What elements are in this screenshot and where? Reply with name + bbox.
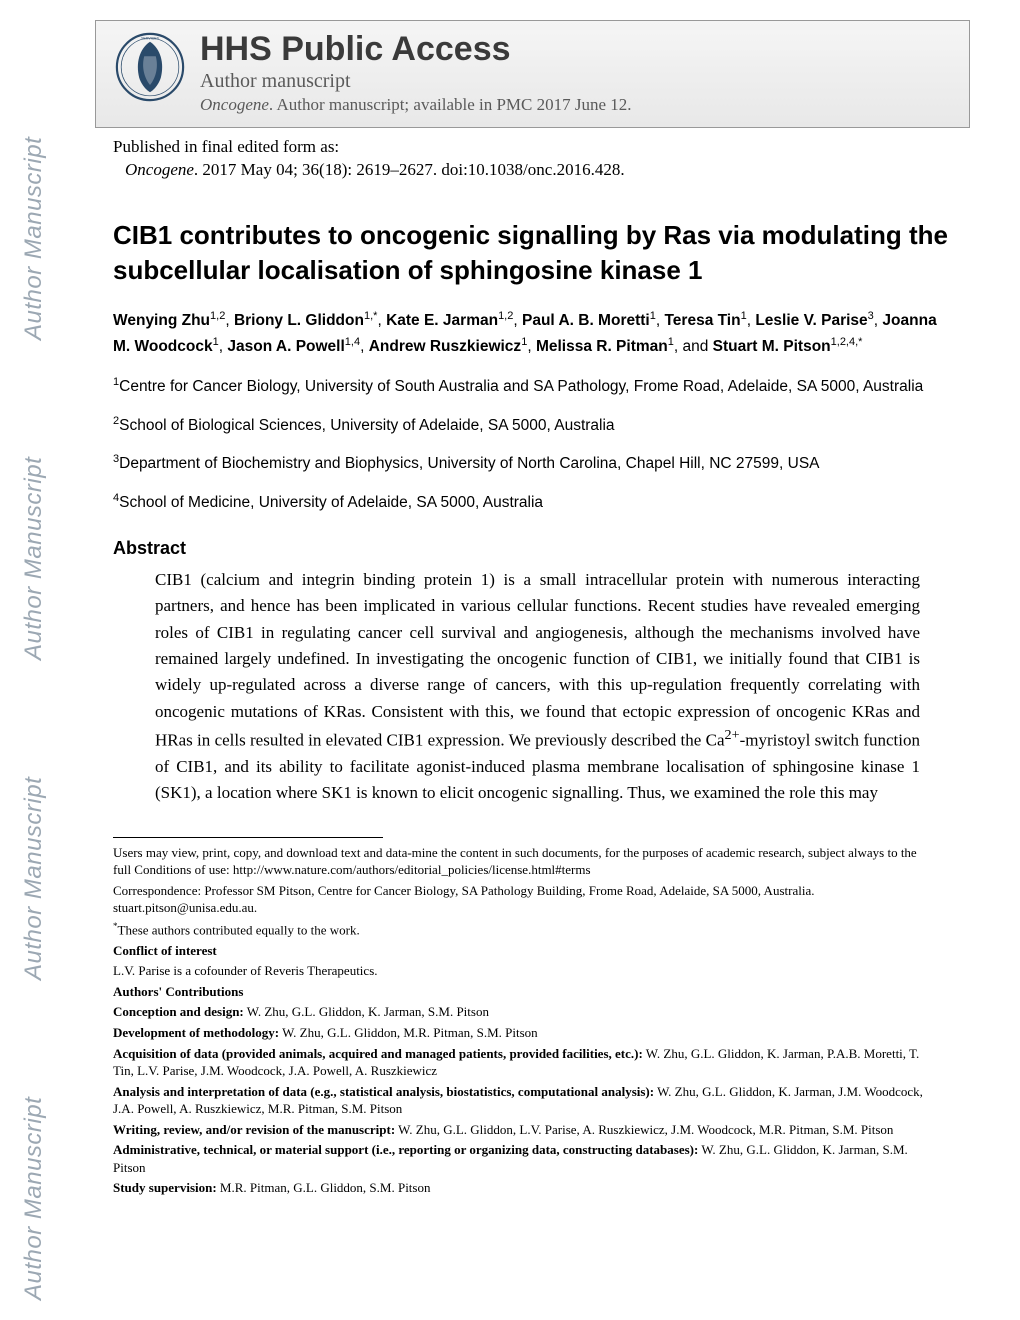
author-list: Wenying Zhu1,2, Briony L. Gliddon1,*, Ka… xyxy=(113,308,952,360)
published-label: Published in final edited form as: xyxy=(113,136,970,159)
author-affil-sup: 1 xyxy=(521,336,527,348)
affiliation-number: 3 xyxy=(113,453,119,465)
affiliation-number: 1 xyxy=(113,376,119,388)
banner-subtitle: Author manuscript xyxy=(200,70,951,93)
author-name: Teresa Tin xyxy=(664,313,740,330)
author-affil-sup: 1,4 xyxy=(345,336,360,348)
citation-rest: . 2017 May 04; 36(18): 2619–2627. doi:10… xyxy=(194,160,625,179)
contribution-label: Conception and design: xyxy=(113,1004,244,1019)
author-affil-sup: 1,2,4,* xyxy=(831,336,863,348)
footnote-equal: *These authors contributed equally to th… xyxy=(113,920,930,939)
banner-journal-line: Oncogene. Author manuscript; available i… xyxy=(200,95,951,115)
abstract-body: CIB1 (calcium and integrin binding prote… xyxy=(155,567,920,807)
contribution-line: Study supervision: M.R. Pitman, G.L. Gli… xyxy=(113,1179,930,1197)
footnote-terms: Users may view, print, copy, and downloa… xyxy=(113,844,930,879)
author-affil-sup: 1,2 xyxy=(210,310,225,322)
banner-journal-note: . Author manuscript; available in PMC 20… xyxy=(269,95,632,114)
contribution-line: Development of methodology: W. Zhu, G.L.… xyxy=(113,1024,930,1042)
contribution-label: Development of methodology: xyxy=(113,1025,279,1040)
affiliation: 1Centre for Cancer Biology, University o… xyxy=(113,374,952,398)
author-name: Andrew Ruszkiewicz xyxy=(369,339,521,356)
affiliation: 3Department of Biochemistry and Biophysi… xyxy=(113,451,952,475)
contribution-line: Writing, review, and/or revision of the … xyxy=(113,1121,930,1139)
author-affil-sup: 1 xyxy=(741,310,747,322)
author-name: Paul A. B. Moretti xyxy=(522,313,650,330)
contribution-line: Analysis and interpretation of data (e.g… xyxy=(113,1083,930,1118)
footnotes-block: Users may view, print, copy, and downloa… xyxy=(113,844,930,1197)
author-affil-sup: 1,2 xyxy=(498,310,513,322)
hhs-logo-icon: SERVICES xyxy=(114,31,186,103)
page-content: SERVICES HHS Public Access Author manusc… xyxy=(95,0,970,1197)
author-affil-sup: 1 xyxy=(668,336,674,348)
author-name: Leslie V. Parise xyxy=(755,313,867,330)
contribution-label: Acquisition of data (provided animals, a… xyxy=(113,1046,643,1061)
author-name: Jason A. Powell xyxy=(227,339,344,356)
watermark-text: Author Manuscript xyxy=(20,80,48,340)
footnote-contrib-heading: Authors' Contributions xyxy=(113,984,243,999)
banner-title: HHS Public Access xyxy=(200,31,951,68)
footnote-coi-heading: Conflict of interest xyxy=(113,943,217,958)
contribution-line: Conception and design: W. Zhu, G.L. Glid… xyxy=(113,1003,930,1021)
contribution-label: Study supervision: xyxy=(113,1180,217,1195)
footnote-rule xyxy=(113,837,383,838)
footnote-correspondence: Correspondence: Professor SM Pitson, Cen… xyxy=(113,882,930,917)
affiliation: 4School of Medicine, University of Adela… xyxy=(113,490,952,514)
footnote-coi: L.V. Parise is a cofounder of Reveris Th… xyxy=(113,962,930,980)
contribution-line: Administrative, technical, or material s… xyxy=(113,1141,930,1176)
author-name: Briony L. Gliddon xyxy=(234,313,364,330)
author-affil-sup: 1 xyxy=(650,310,656,322)
watermark-text: Author Manuscript xyxy=(20,400,48,660)
contribution-label: Analysis and interpretation of data (e.g… xyxy=(113,1084,654,1099)
author-affil-sup: 1 xyxy=(213,336,219,348)
svg-text:SERVICES: SERVICES xyxy=(141,37,160,41)
header-banner: SERVICES HHS Public Access Author manusc… xyxy=(95,20,970,128)
affiliation-number: 2 xyxy=(113,415,119,427)
contribution-line: Acquisition of data (provided animals, a… xyxy=(113,1045,930,1080)
banner-journal-name: Oncogene xyxy=(200,95,269,114)
citation-journal: Oncogene xyxy=(125,160,194,179)
author-name: Kate E. Jarman xyxy=(386,313,498,330)
contribution-label: Writing, review, and/or revision of the … xyxy=(113,1122,395,1137)
author-affil-sup: 3 xyxy=(868,310,874,322)
author-name: Stuart M. Pitson xyxy=(713,339,831,356)
published-block: Published in final edited form as: Oncog… xyxy=(113,136,970,182)
author-affil-sup: 1,* xyxy=(364,310,377,322)
affiliation-number: 4 xyxy=(113,492,119,504)
author-name: Wenying Zhu xyxy=(113,313,210,330)
contribution-label: Administrative, technical, or material s… xyxy=(113,1142,698,1157)
watermark-text: Author Manuscript xyxy=(20,1040,48,1300)
watermark-text: Author Manuscript xyxy=(20,720,48,980)
article-title: CIB1 contributes to oncogenic signalling… xyxy=(113,218,952,288)
author-name: Melissa R. Pitman xyxy=(536,339,668,356)
affiliation: 2School of Biological Sciences, Universi… xyxy=(113,413,952,437)
abstract-heading: Abstract xyxy=(113,538,970,559)
